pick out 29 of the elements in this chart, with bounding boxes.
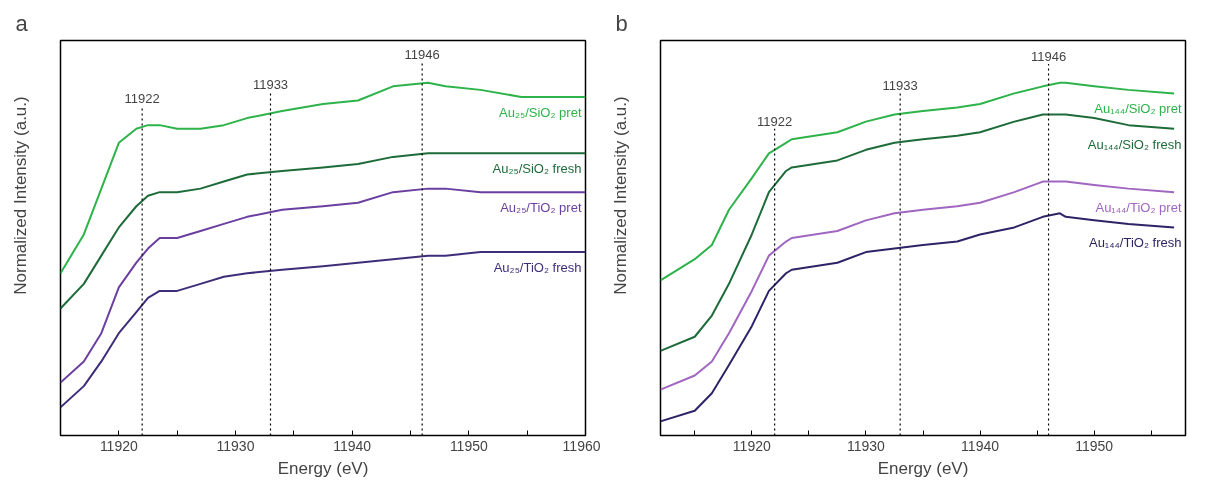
x-tick-label: 11960 [562, 437, 601, 454]
chart-title: b [615, 10, 628, 36]
x-tick-label: 11950 [449, 437, 488, 454]
x-tick-label: 11950 [1075, 437, 1114, 454]
series-label: Au₁₄₄/SiO₂ pret [1094, 101, 1182, 117]
ref-line-label: 11946 [1030, 49, 1067, 65]
ref-line-label: 11922 [757, 113, 793, 129]
y-axis-title: Normalized Intensity (a.u.) [610, 96, 630, 295]
series-label: Au₂₅/SiO₂ pret [498, 104, 582, 120]
x-tick-label: 11930 [846, 437, 886, 454]
ref-line-label: 11946 [404, 47, 440, 63]
series-label: Au₁₄₄/TiO₂ pret [1095, 200, 1182, 216]
series-label: Au₂₅/TiO₂ fresh [493, 260, 582, 276]
chart-title: a [15, 10, 29, 36]
ref-line-label: 11922 [124, 90, 160, 106]
x-tick-label: 11920 [732, 437, 771, 454]
y-axis-title: Normalized Intensity (a.u.) [10, 96, 30, 295]
series-label: Au₂₅/SiO₂ fresh [492, 161, 582, 177]
x-axis-title: Energy (eV) [277, 458, 369, 478]
series-label: Au₂₅/TiO₂ pret [500, 200, 582, 216]
x-axis-title: Energy (eV) [877, 458, 969, 478]
x-tick-label: 11920 [99, 437, 138, 454]
series-label: Au₁₄₄/TiO₂ fresh [1088, 235, 1182, 251]
series-label: Au₁₄₄/SiO₂ fresh [1087, 136, 1182, 152]
x-tick-label: 11940 [333, 437, 372, 454]
ref-line-label: 11933 [882, 77, 918, 93]
x-tick-label: 11940 [961, 437, 1000, 454]
x-tick-label: 11930 [216, 437, 255, 454]
ref-line-label: 11933 [252, 77, 289, 93]
